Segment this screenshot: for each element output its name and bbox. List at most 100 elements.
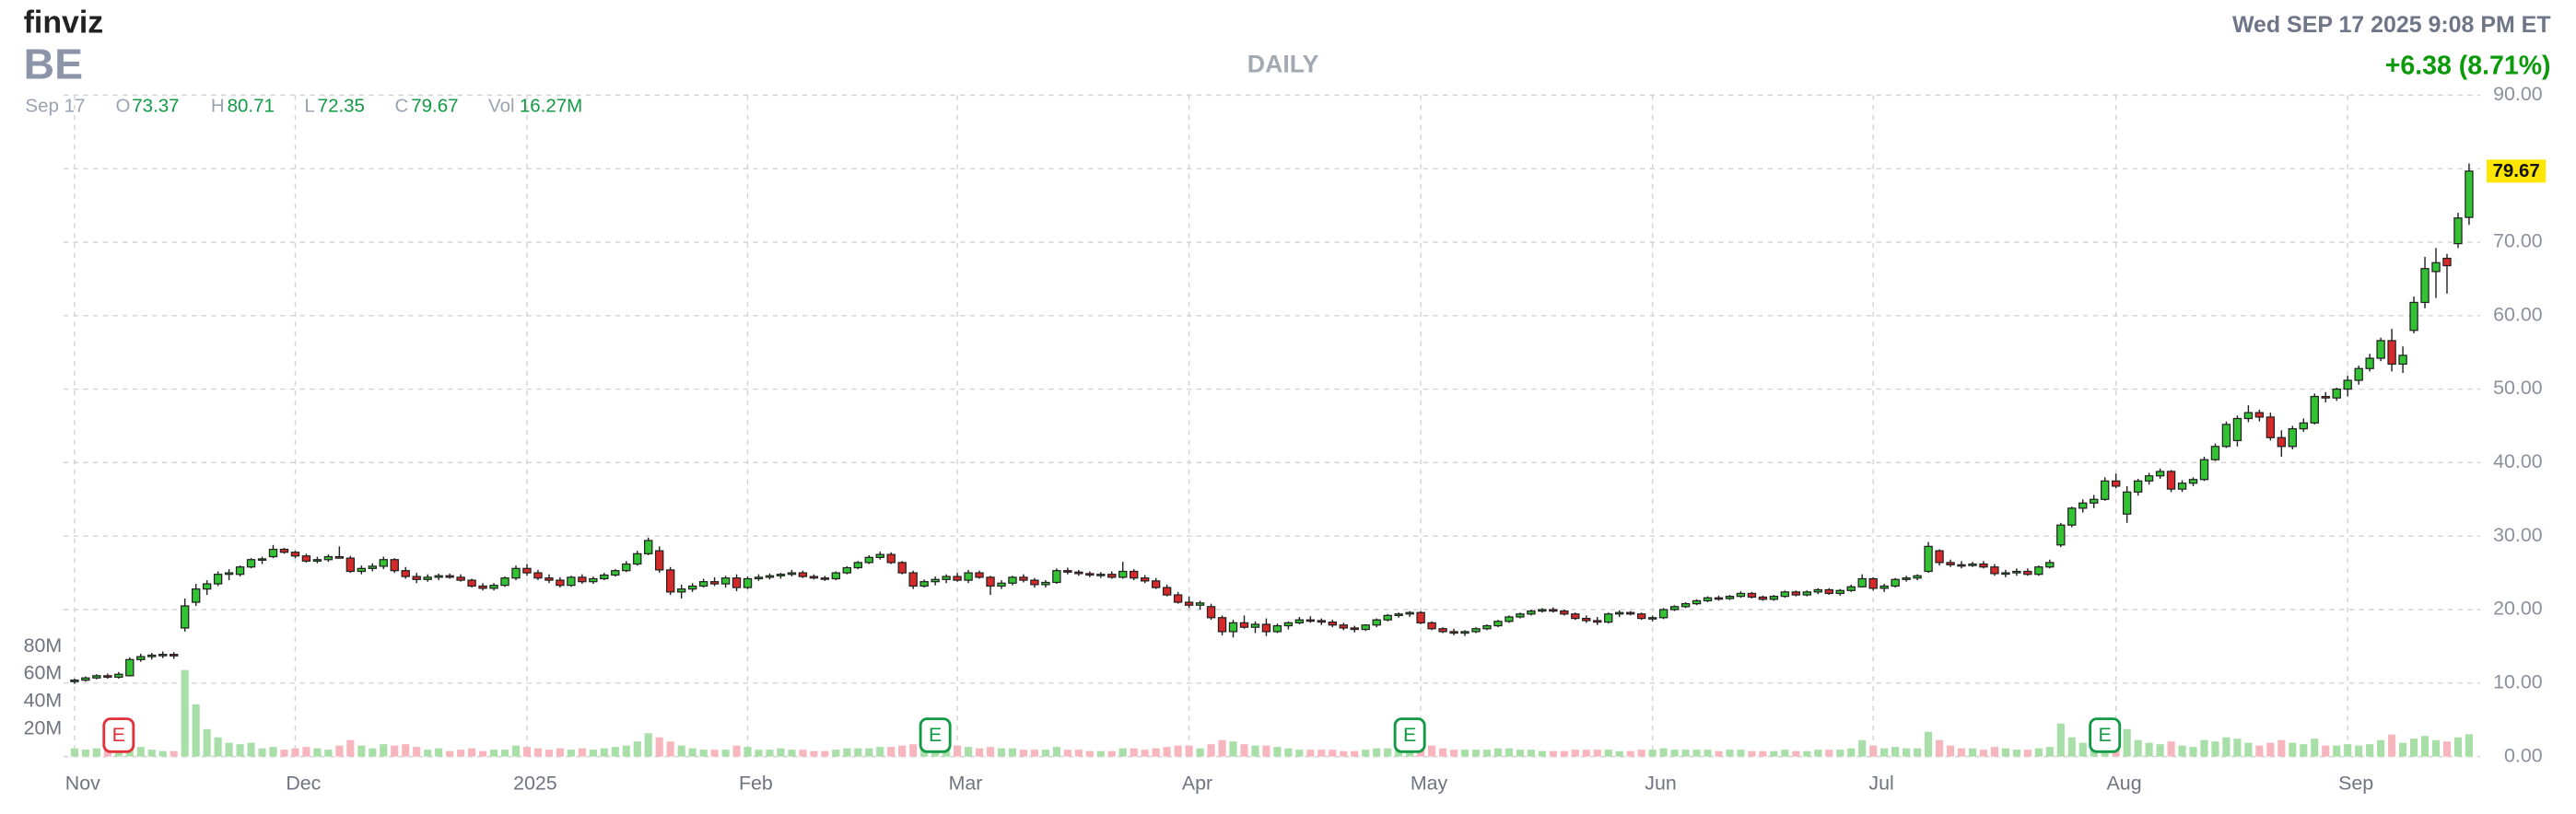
candle-body [1538, 609, 1547, 612]
volume-bar [1891, 747, 1900, 757]
candle-body [1328, 621, 1337, 626]
volume-bar [1626, 750, 1634, 757]
candle-body [2465, 170, 2474, 218]
volume-bar [103, 750, 111, 757]
candle-body [611, 570, 620, 576]
logo[interactable]: finviz [24, 6, 104, 41]
volume-bar [865, 748, 873, 757]
last-price-label: 79.67 [2492, 160, 2539, 181]
volume-bar [1726, 750, 1734, 757]
candle-body [2078, 502, 2088, 509]
volume-bar [1527, 750, 1535, 757]
quote-label: H [211, 95, 225, 116]
quote-label: L [304, 95, 314, 116]
volume-bar [2442, 741, 2452, 757]
volume-bar [1041, 750, 1049, 757]
volume-bar [2134, 739, 2142, 757]
candle-body [765, 575, 775, 578]
volume-bar [699, 750, 708, 757]
candle-body [942, 576, 951, 580]
volume-bar [1340, 750, 1348, 757]
candle-body [279, 548, 289, 553]
candle-body [2288, 428, 2298, 448]
candle-body [1217, 617, 1227, 633]
volume-bar [1052, 747, 1060, 757]
volume-bar [2255, 745, 2264, 757]
candle-body [1549, 609, 1558, 612]
datetime: Wed SEP 17 2025 9:08 PM ET [2232, 12, 2551, 38]
candle-body [1813, 588, 1822, 593]
candle-body [2266, 416, 2276, 438]
candle-body [1593, 620, 1602, 623]
candle-body [1151, 580, 1161, 588]
volume-bar [258, 748, 266, 757]
earnings-marker[interactable]: E [2089, 717, 2122, 753]
candle-body [2365, 357, 2374, 369]
volume-bar [1803, 750, 1811, 757]
candle-body [1317, 620, 1327, 623]
candle-body [2210, 446, 2220, 460]
candle-body [875, 553, 884, 558]
candle-body [1173, 594, 1183, 603]
volume-bar [1748, 750, 1756, 757]
volume-bar [1362, 750, 1370, 757]
y2-tick-label: 20M [24, 716, 63, 738]
candle-body [1306, 619, 1316, 622]
volume-bar [92, 748, 100, 757]
candle-body [1438, 628, 1447, 633]
quote-value: 73.37 [132, 95, 179, 116]
quote-date: Sep 17 [25, 95, 85, 116]
candle-body [81, 677, 90, 681]
candle-body [644, 540, 653, 554]
volume-bar [688, 748, 697, 757]
candle-body [622, 563, 631, 572]
candle-body [886, 553, 896, 564]
volume-bar [1880, 748, 1889, 757]
volume-bar [1825, 750, 1833, 757]
change: +6.38 (8.71%) [2385, 52, 2551, 81]
candle-body [114, 673, 123, 679]
volume-bar [1008, 748, 1017, 757]
volume-bar [2289, 742, 2297, 757]
candle-body [2453, 217, 2463, 245]
earnings-marker[interactable]: E [919, 717, 952, 753]
volume-bar [346, 739, 355, 757]
earnings-marker[interactable]: E [1393, 717, 1426, 753]
y-tick-label: 50.00 [2493, 377, 2543, 399]
candle-body [1935, 550, 1944, 564]
volume-bar [1516, 750, 1524, 757]
candle-body [2232, 417, 2242, 442]
candle-body [2299, 422, 2308, 430]
candle-body [1118, 570, 1128, 578]
earnings-marker[interactable]: E [102, 717, 135, 753]
candle-body [268, 548, 278, 558]
candle-body [1725, 596, 1735, 599]
volume-bar [1240, 744, 1248, 757]
candle-body [213, 574, 223, 585]
volume-bar [644, 733, 652, 757]
x-tick-label: Mar [949, 773, 983, 795]
candle-body [2332, 388, 2341, 399]
volume-bar [721, 750, 730, 757]
candle-body [655, 550, 664, 571]
volume-bar [589, 750, 597, 757]
candle-body [1383, 614, 1392, 621]
volume-bar [777, 748, 785, 757]
x-tick-label: 2025 [513, 773, 557, 795]
volume-bar [876, 747, 884, 757]
candle-body [743, 577, 753, 588]
volume-bar [1351, 750, 1359, 757]
candle-body [2012, 570, 2021, 574]
candle-body [754, 576, 764, 580]
candle-body [1582, 617, 1591, 622]
earnings-label: E [112, 724, 125, 746]
volume-bar [544, 750, 553, 757]
y2-tick-label: 40M [24, 690, 63, 712]
volume-bar [1185, 745, 1193, 757]
candle-body [919, 581, 929, 587]
volume-bar [511, 745, 521, 757]
x-tick-label: Apr [1182, 773, 1212, 795]
x-tick-label: May [1411, 773, 1448, 795]
x-tick-label: Dec [286, 773, 321, 795]
volume-bar [391, 745, 399, 757]
